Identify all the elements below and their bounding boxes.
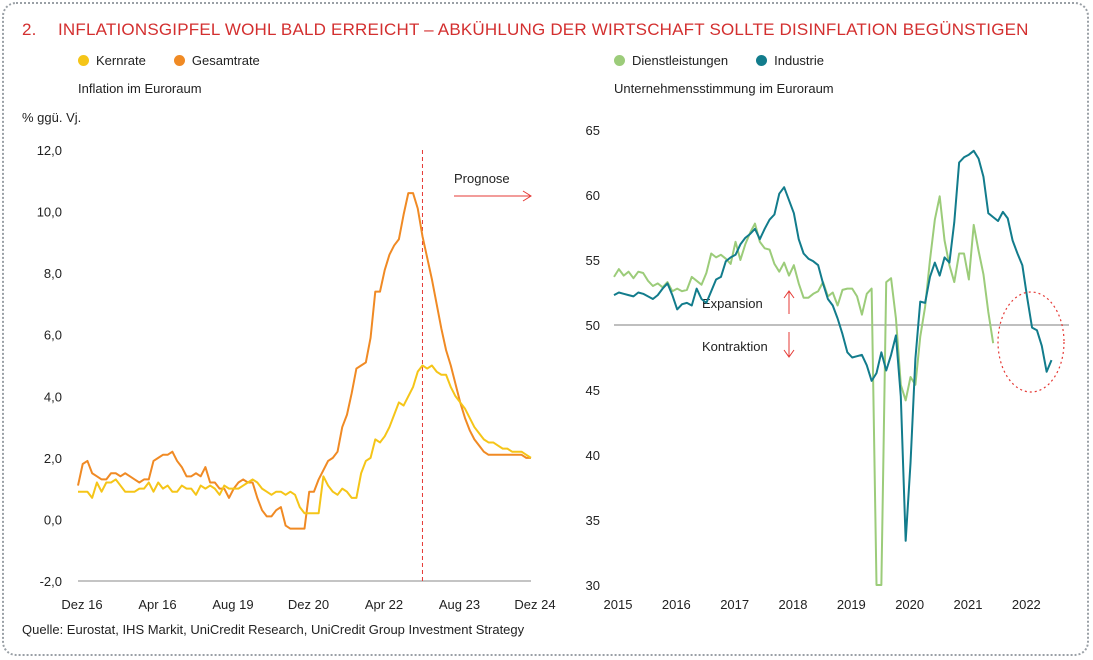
left-x-tick-label: Aug 23 [439,597,480,612]
series-line-gesamtrate [77,192,531,530]
legend-label-gesamtrate: Gesamtrate [191,53,260,68]
legend-label-kernrate: Kernrate [96,53,146,68]
left-y-tick-label: 2,0 [44,451,62,466]
left-legend: Kernrate Gesamtrate [78,53,260,68]
right-legend: Dienstleistungen Industrie [614,53,824,68]
title-number: 2. [22,20,37,39]
left-y-ticks: -2,0 0,0 2,0 4,0 6,0 8,0 10,0 12,0 [37,143,62,589]
page-title: 2. INFLATIONSGIPFEL WOHL BALD ERREICHT – … [22,20,1029,40]
legend-item-dienstleistungen: Dienstleistungen [614,53,728,68]
legend-dot-industrie [756,55,768,66]
series-line-kernrate [78,364,532,515]
left-chart-title: Inflation im Euroraum [78,81,202,96]
left-x-tick-label: Apr 22 [365,597,403,612]
legend-dot-dienstleistungen [614,55,625,66]
left-x-tick-label: Dez 16 [61,597,102,612]
left-x-tick-label: Dez 24 [514,597,555,612]
left-x-tick-label: Dez 20 [288,597,329,612]
left-y-tick-label: 4,0 [44,389,62,404]
source-note: Quelle: Eurostat, IHS Markit, UniCredit … [22,622,525,637]
left-y-axis-label: % ggü. Vj. [22,110,82,125]
legend-item-gesamtrate: Gesamtrate [173,53,260,68]
left-y-tick-label: 6,0 [44,328,62,343]
legend-dot-kernrate [78,55,89,66]
left-y-tick-label: 10,0 [37,205,62,220]
title-text: INFLATIONSGIPFEL WOHL BALD ERREICHT – AB… [58,20,1029,39]
left-series-group [77,192,532,530]
legend-label-industrie: Industrie [774,53,824,68]
left-y-tick-label: 12,0 [37,143,62,158]
left-x-tick-label: Aug 19 [212,597,253,612]
right-chart-title: Unternehmensstimmung im Euroraum [614,81,834,96]
left-y-tick-label: -2,0 [40,574,62,589]
left-y-tick-label: 8,0 [44,266,62,281]
legend-item-industrie: Industrie [756,53,824,68]
forecast-arrow [454,190,532,202]
left-x-ticks: Dez 16 Apr 16 Aug 19 Dez 20 Apr 22 Aug 23 Dez … [61,597,555,612]
left-y-tick-label: 0,0 [44,512,62,527]
legend-dot-gesamtrate [173,55,185,66]
forecast-label: Prognose [454,171,510,186]
legend-label-dienstleistungen: Dienstleistungen [632,53,729,68]
left-x-tick-label: Apr 16 [138,597,176,612]
legend-item-kernrate: Kernrate [78,53,146,68]
